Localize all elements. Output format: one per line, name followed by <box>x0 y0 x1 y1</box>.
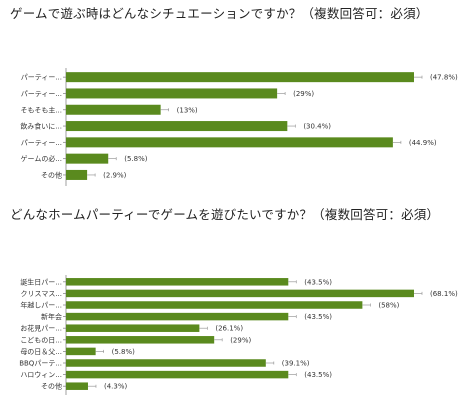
category-label: こどもの日... <box>20 336 62 344</box>
bar <box>66 153 109 164</box>
bar <box>66 312 289 321</box>
category-label: 年越しパー... <box>20 301 62 310</box>
category-label: 誕生日パー... <box>20 277 62 286</box>
chart-title: どんなホームパーティーでゲームを遊びたいですか？（複数回答可：必須） <box>10 207 440 222</box>
data-label: (5.8%) <box>112 348 136 356</box>
bar <box>66 289 414 298</box>
category-label: その他 <box>41 170 62 179</box>
bar <box>66 336 215 344</box>
data-label: (30.4%) <box>303 123 331 131</box>
chart-title: ゲームで遊ぶ時はどんなシチュエーションですか？（複数回答可：必須） <box>10 6 429 21</box>
chart-panel-situations: ゲームで遊ぶ時はどんなシチュエーションですか？（複数回答可：必須） パーティー.… <box>10 6 458 186</box>
data-label: (43.5%) <box>304 371 332 379</box>
data-label: (58%) <box>378 302 399 310</box>
data-label: (4.3%) <box>104 383 128 391</box>
bar-chart-situations: パーティー... (47.8%) パーティー... (29%) そもそも主... (13%… <box>20 68 458 186</box>
category-label: そもそも主... <box>20 105 62 114</box>
category-label: 飲み食いに... <box>20 122 62 131</box>
data-label: (47.8%) <box>430 74 458 82</box>
category-label: パーティー... <box>21 139 62 147</box>
category-label: 母の日＆父... <box>20 348 62 356</box>
bar <box>66 278 289 286</box>
data-label: (39.1%) <box>282 360 310 368</box>
bar-chart-home-parties: 誕生日パー... (43.5%) クリスマス... (68.1%) 年越しパー... (5… <box>19 275 458 395</box>
data-label: (26.1%) <box>215 325 243 333</box>
bar <box>66 347 96 356</box>
bar <box>66 301 363 309</box>
bar <box>66 370 289 379</box>
bar <box>66 121 288 132</box>
bar <box>66 382 88 390</box>
bar <box>66 359 266 367</box>
data-label: (2.9%) <box>103 171 127 179</box>
data-label: (43.5%) <box>304 313 332 321</box>
data-label: (68.1%) <box>430 290 458 298</box>
bar <box>66 169 88 180</box>
data-label: (43.5%) <box>304 278 332 286</box>
data-label: (5.8%) <box>124 155 148 163</box>
category-label: ハロウィン... <box>20 371 62 379</box>
bar <box>66 324 200 332</box>
category-label: パーティー... <box>21 74 62 82</box>
chart-panel-home-parties: どんなホームパーティーでゲームを遊びたいですか？（複数回答可：必須） 誕生日パー… <box>0 200 467 400</box>
data-label: (13%) <box>177 106 198 114</box>
data-label: (29%) <box>293 90 314 98</box>
data-label: (29%) <box>230 336 251 344</box>
category-label: 新年会 <box>41 312 62 321</box>
bar <box>66 137 393 148</box>
category-label: BBQパーテ... <box>19 360 62 368</box>
bar <box>66 72 414 83</box>
category-label: パーティー... <box>21 90 62 98</box>
data-label: (44.9%) <box>409 139 437 147</box>
category-label: その他 <box>41 382 62 391</box>
category-label: お花見パー... <box>20 324 62 333</box>
category-label: ゲームの必... <box>21 154 62 163</box>
bar <box>66 88 278 99</box>
bar <box>66 104 161 115</box>
category-label: クリスマス... <box>21 290 62 298</box>
